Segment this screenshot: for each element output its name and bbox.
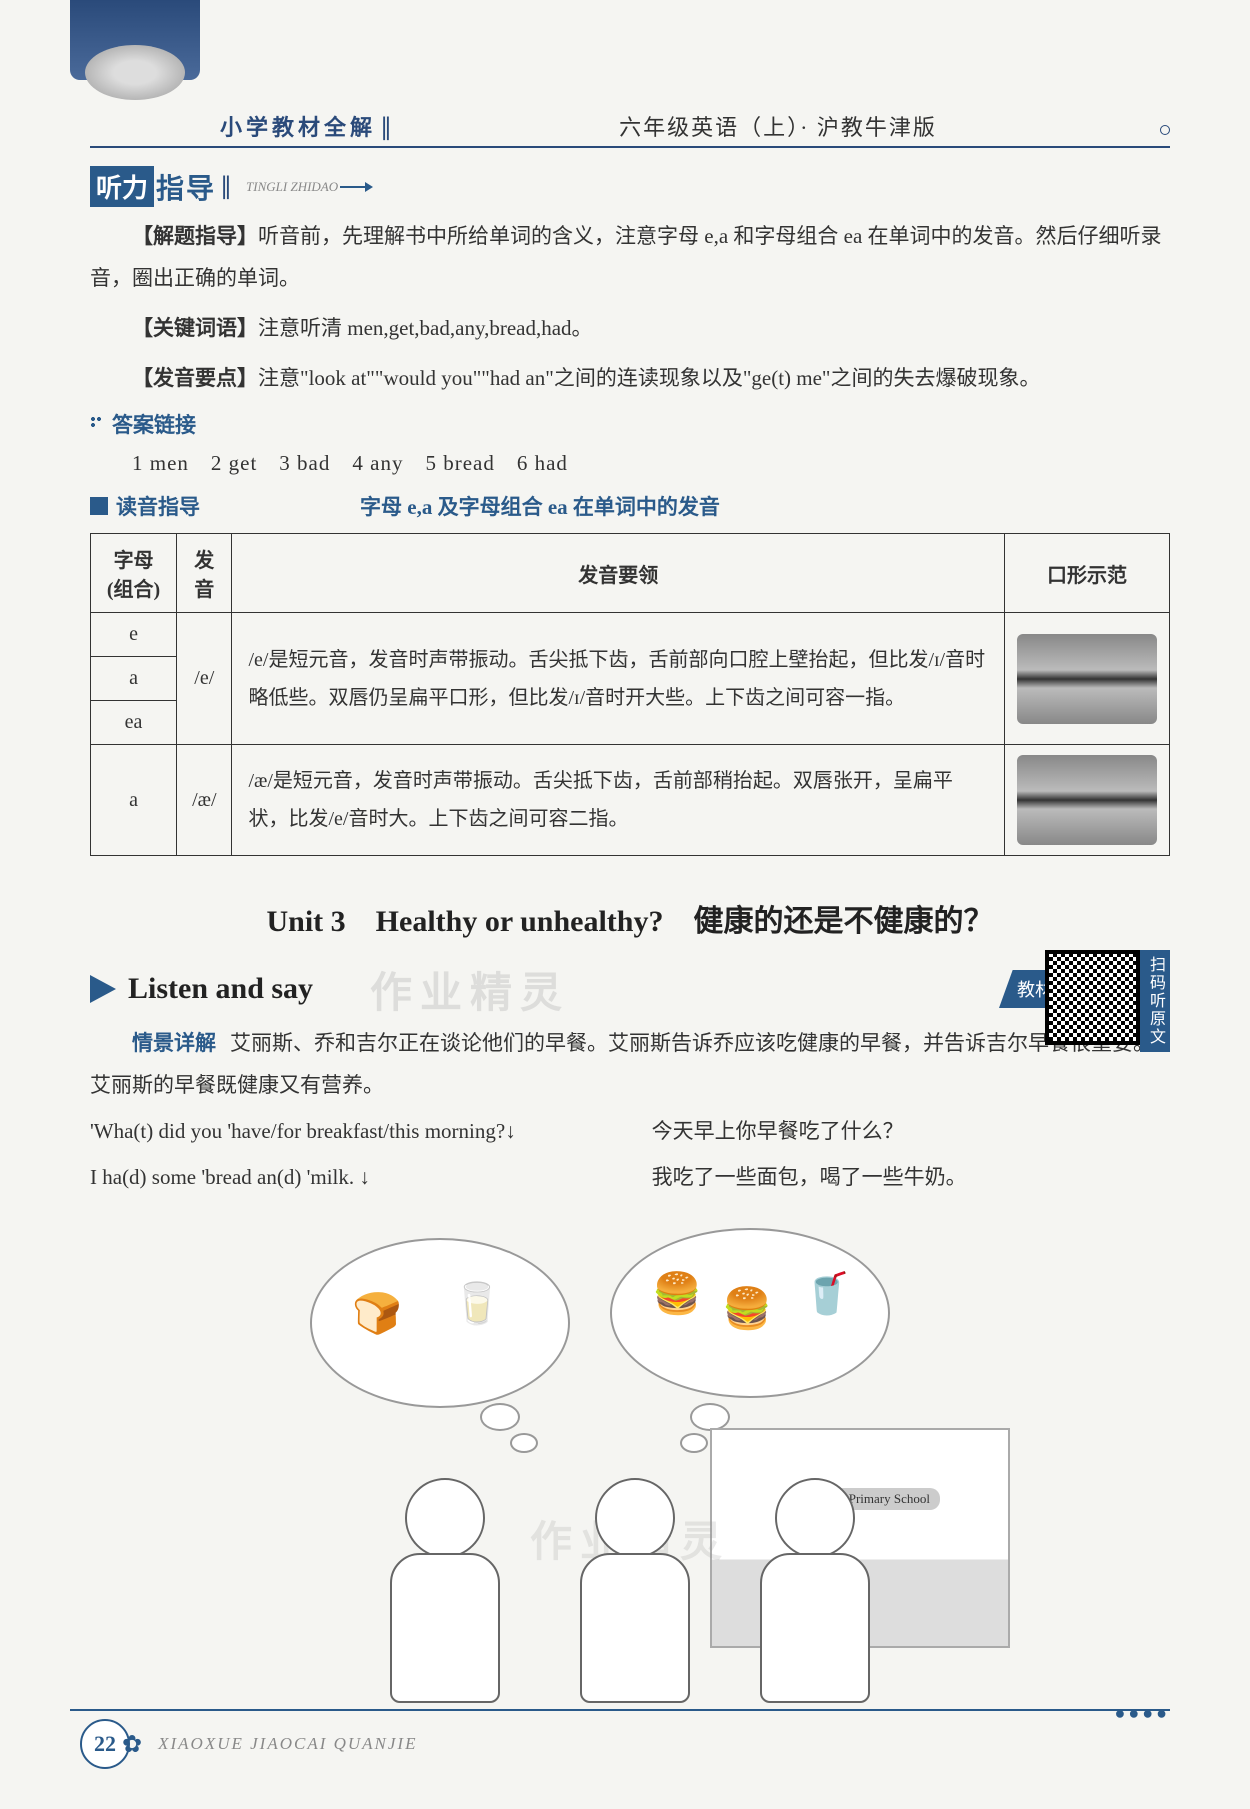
header-dot-icon [1160, 125, 1170, 135]
table-row: a /æ/ /æ/是短元音，发音时声带振动。舌尖抵下齿，舌前部稍抬起。双唇张开，… [91, 745, 1170, 856]
page-footer: ●●●● 22 ✿ XIAOXUE JIAOCAI QUANJIE [70, 1709, 1170, 1769]
footer-dots-icon: ●●●● [1115, 1703, 1171, 1724]
dialogue-cn-2: 我吃了一些面包，喝了一些牛奶。 [652, 1156, 1170, 1198]
drink-icon: 🥤 [802, 1270, 852, 1317]
footer-pinyin: XIAOXUE JIAOCAI QUANJIE [158, 1734, 417, 1754]
reading-guide-label: 读音指导 [116, 491, 200, 521]
dots-icon [90, 416, 106, 432]
series-title: 小学教材全解 [220, 110, 376, 142]
answer-link-label: 答案链接 [112, 409, 196, 439]
pronunciation-table: 字母(组合) 发音 发音要领 口形示范 e /e/ /e/是短元音，发音时声带振… [90, 533, 1170, 856]
leaf-icon: ✿ [122, 1730, 142, 1759]
tip-3-label: 【发音要点】 [132, 366, 258, 390]
tip-2-label: 【关键词语】 [132, 316, 258, 340]
listening-pinyin: TINGLI ZHIDAO [246, 179, 338, 195]
scene-text: 艾丽斯、乔和吉尔正在谈论他们的早餐。艾丽斯告诉乔应该吃健康的早餐，并告诉吉尔早餐… [90, 1031, 1154, 1097]
bread-icon: 🍞 [352, 1290, 402, 1337]
bubble-dot-icon [510, 1433, 538, 1453]
table-header-row: 字母(组合) 发音 发音要领 口形示范 [91, 534, 1170, 613]
book-icon [85, 45, 185, 100]
dialogue-en-2: I ha(d) some 'bread an(d) 'milk. ↓ [90, 1156, 652, 1198]
listening-guide-heading: 听力 指导 ∥ TINGLI ZHIDAO [90, 166, 1170, 207]
bubble-dot-icon [480, 1403, 520, 1431]
thought-bubble-2: 🍔 🍔 🥤 [610, 1228, 890, 1398]
child-figure-2 [560, 1478, 710, 1728]
listen-say-title: Listen and say [128, 972, 313, 1006]
dialogue-row-2: I ha(d) some 'bread an(d) 'milk. ↓ 我吃了一些… [90, 1156, 1170, 1198]
square-icon [90, 497, 108, 515]
cell-sound-ae: /æ/ [177, 745, 232, 856]
slash-icon: ∥ [220, 172, 232, 201]
th-letter: 字母(组合) [91, 534, 177, 613]
triangle-icon [90, 975, 116, 1003]
cell-mouth-ae [1005, 745, 1170, 856]
bubble-dot-icon [690, 1403, 730, 1431]
child-figure-3 [740, 1478, 890, 1728]
arrow-icon [340, 186, 365, 188]
reading-guide-heading: 读音指导 字母 e,a 及字母组合 ea 在单词中的发音 [90, 491, 1170, 521]
page-content: 小学教材全解 ∥ 六年级英语（上）· 沪教牛津版 听力 指导 ∥ TINGLI … [0, 0, 1250, 1788]
listening-box-label: 听力 [90, 166, 154, 207]
burger-icon: 🍔 [652, 1270, 702, 1317]
watermark-text: 作业精灵 [370, 959, 570, 1020]
tip-2-text: 注意听清 men,get,bad,any,bread,had。 [258, 316, 593, 340]
dialogue-row-1: 'Wha(t) did you 'have/for breakfast/this… [90, 1110, 1170, 1152]
mouth-image-e [1017, 634, 1157, 724]
listening-title: 指导 [156, 167, 216, 207]
qr-label: 扫码听原文 [1140, 950, 1170, 1052]
tip-3: 【发音要点】注意"look at""would you""had an"之间的连… [90, 357, 1170, 399]
table-row: e /e/ /e/是短元音，发音时声带振动。舌尖抵下齿，舌前部向口腔上壁抬起，但… [91, 613, 1170, 657]
qr-container: 扫码听原文 [1045, 950, 1170, 1052]
book-title: 六年级英语（上）· 沪教牛津版 [396, 110, 1160, 142]
page-header: 小学教材全解 ∥ 六年级英语（上）· 沪教牛津版 [90, 110, 1170, 148]
cell-letter-ea: ea [91, 701, 177, 745]
cell-letter-a2: a [91, 745, 177, 856]
tip-3-text: 注意"look at""would you""had an"之间的连读现象以及"… [258, 366, 1041, 390]
cell-letter-e: e [91, 613, 177, 657]
th-mouth: 口形示范 [1005, 534, 1170, 613]
listen-and-say-heading: Listen and say 作业精灵 教材第 14～15 页 扫码听原文 [90, 970, 1170, 1008]
scene-label: 情景详解 [132, 1031, 216, 1055]
bubble-dot-icon [680, 1433, 708, 1453]
cell-letter-a1: a [91, 657, 177, 701]
cell-sound-e: /e/ [177, 613, 232, 745]
tip-2: 【关键词语】注意听清 men,get,bad,any,bread,had。 [90, 307, 1170, 349]
reading-guide-title: 字母 e,a 及字母组合 ea 在单词中的发音 [360, 491, 720, 521]
child-figure-1 [370, 1478, 520, 1728]
mouth-image-ae [1017, 755, 1157, 845]
qr-code-icon[interactable] [1045, 950, 1140, 1045]
answer-link-heading: 答案链接 [90, 409, 1170, 439]
scene-paragraph: 情景详解艾丽斯、乔和吉尔正在谈论他们的早餐。艾丽斯告诉乔应该吃健康的早餐，并告诉… [90, 1022, 1170, 1106]
dialogue-cn-1: 今天早上你早餐吃了什么？ [652, 1110, 1170, 1152]
unit-title: Unit 3 Healthy or unhealthy? 健康的还是不健康的？ [90, 896, 1170, 940]
illustration: 🍞 🥛 🍔 🍔 🥤 Happy Primary School 作业精灵 [250, 1228, 1010, 1748]
answer-list: 1 men 2 get 3 bad 4 any 5 bread 6 had [90, 447, 1170, 477]
burger-icon-2: 🍔 [722, 1285, 772, 1332]
milk-icon: 🥛 [452, 1280, 502, 1327]
thought-bubble-1: 🍞 🥛 [310, 1238, 570, 1408]
cell-mouth-e [1005, 613, 1170, 745]
cell-desc-e: /e/是短元音，发音时声带振动。舌尖抵下齿，舌前部向口腔上壁抬起，但比发/ɪ/音… [232, 613, 1005, 745]
th-desc: 发音要领 [232, 534, 1005, 613]
cell-desc-ae: /æ/是短元音，发音时声带振动。舌尖抵下齿，舌前部稍抬起。双唇张开，呈扁平状，比… [232, 745, 1005, 856]
tip-1-label: 【解题指导】 [132, 224, 258, 248]
header-divider: ∥ [380, 113, 392, 142]
tip-1: 【解题指导】听音前，先理解书中所给单词的含义，注意字母 e,a 和字母组合 ea… [90, 215, 1170, 299]
th-sound: 发音 [177, 534, 232, 613]
dialogue-en-1: 'Wha(t) did you 'have/for breakfast/this… [90, 1110, 652, 1152]
